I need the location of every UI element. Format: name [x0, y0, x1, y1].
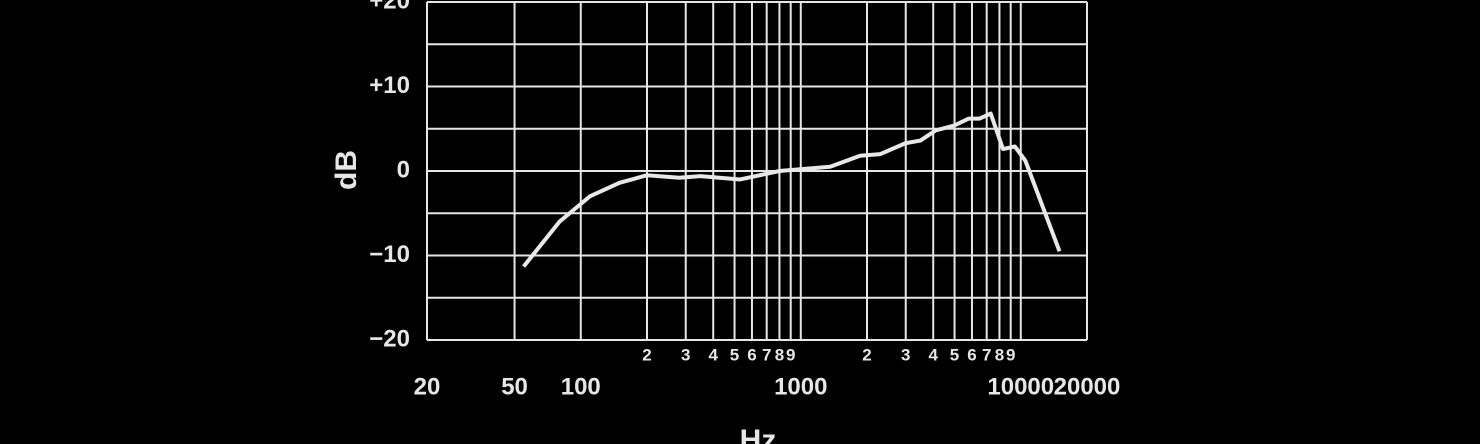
- x-tick-label: 20: [414, 373, 441, 400]
- x-tick-label: 100: [561, 373, 601, 400]
- y-tick-label: +20: [369, 0, 410, 14]
- x-tick-label: 1000: [774, 373, 827, 400]
- x-minor-tick-label: 4: [928, 345, 938, 364]
- x-minor-tick-label: 9: [1006, 345, 1015, 364]
- x-minor-tick-label: 8: [995, 345, 1004, 364]
- x-minor-tick-label: 6: [747, 345, 756, 364]
- y-tick-label: −10: [369, 241, 410, 268]
- x-minor-tick-label: 2: [642, 345, 651, 364]
- x-minor-tick-label: 8: [775, 345, 784, 364]
- y-tick-label: 0: [397, 156, 410, 183]
- response-curve: [522, 111, 1062, 268]
- x-minor-tick-label: 4: [708, 345, 718, 364]
- x-minor-tick-label: 6: [967, 345, 976, 364]
- x-minor-tick-label: 7: [762, 345, 771, 364]
- x-minor-tick-label: 7: [982, 345, 991, 364]
- x-minor-tick-label: 5: [950, 345, 959, 364]
- x-tick-label: 50: [501, 373, 528, 400]
- y-tick-label: −20: [369, 325, 410, 352]
- x-minor-tick-label: 5: [730, 345, 739, 364]
- y-tick-label: +10: [369, 72, 410, 99]
- x-minor-tick-label: 2: [862, 345, 871, 364]
- x-minor-tick-label: 3: [681, 345, 690, 364]
- x-tick-label: 10000: [987, 373, 1054, 400]
- x-minor-tick-label: 9: [786, 345, 795, 364]
- x-tick-label: 20000: [1054, 373, 1121, 400]
- x-minor-tick-label: 3: [901, 345, 910, 364]
- x-axis-label: Hz: [740, 424, 777, 444]
- y-axis-label: dB: [330, 150, 363, 190]
